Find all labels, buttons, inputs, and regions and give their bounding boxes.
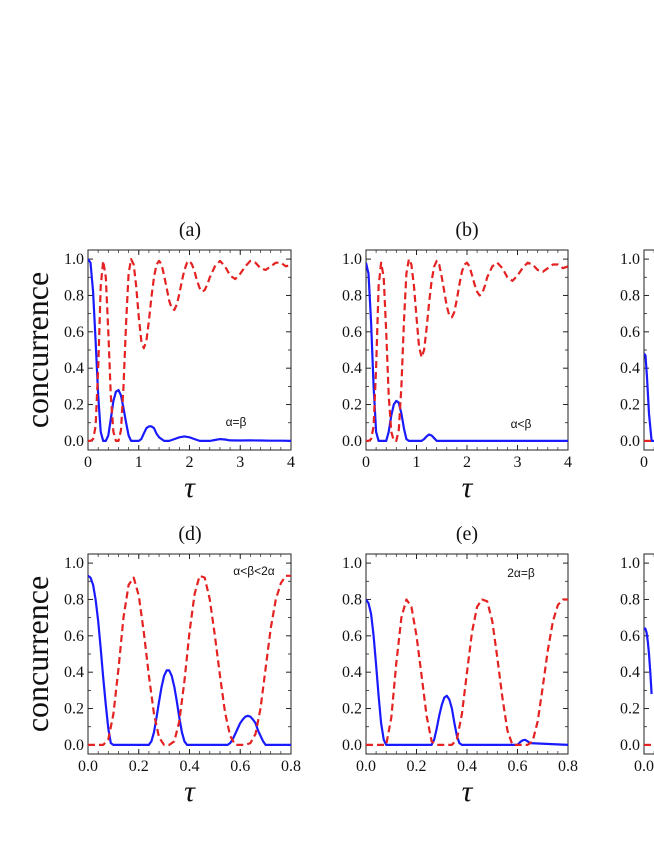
y-tick-label: 0.8 xyxy=(620,591,640,608)
y-tick-label: 0.4 xyxy=(64,664,84,681)
x-tick-label: 0.4 xyxy=(457,758,477,775)
series-line-solid xyxy=(88,574,291,747)
series-line-solid xyxy=(644,627,653,695)
series-line-solid xyxy=(644,352,654,442)
x-axis-label: τ xyxy=(462,775,474,808)
x-tick-label: 0.2 xyxy=(407,758,427,775)
y-tick-label: 0.8 xyxy=(342,287,362,304)
y-tick-label: 0.6 xyxy=(64,324,84,341)
x-tick-label: 0.0 xyxy=(78,758,98,775)
y-tick-label: 1.0 xyxy=(342,251,362,268)
panel-annotation: α<β<2α xyxy=(233,564,275,578)
y-tick-label: 0.2 xyxy=(620,397,640,414)
chart-panel-0: 0.0 0.2 0.4 0.6 0.8 1.0 0 1 2 3 4 (a) α=β τ concurrenc… xyxy=(19,219,295,504)
y-tick-label: 0.6 xyxy=(64,628,84,645)
y-axis-label: concurrence xyxy=(19,576,55,732)
y-tick-label: 0.8 xyxy=(620,287,640,304)
y-axis-label: concurrence xyxy=(19,272,55,428)
plot-frame xyxy=(365,249,569,451)
y-tick-label: 0.0 xyxy=(64,737,84,754)
panel-annotation: α<β xyxy=(511,417,532,431)
x-tick-label: 1 xyxy=(413,454,421,471)
y-tick-label: 0.6 xyxy=(620,628,640,645)
y-tick-label: 0.0 xyxy=(342,433,362,450)
series-line-dashed xyxy=(366,598,568,747)
y-tick-label: 0.8 xyxy=(342,591,362,608)
series-line-dashed xyxy=(366,258,568,442)
y-tick-label: 0.0 xyxy=(620,737,640,754)
chart-panel-2: 0.0 0.2 0.4 0.6 0.8 1.0 0 xyxy=(620,249,654,471)
series-line-solid xyxy=(88,258,291,442)
y-tick-label: 0.2 xyxy=(64,701,84,718)
y-tick-label: 1.0 xyxy=(64,251,84,268)
x-tick-label: 0 xyxy=(362,454,370,471)
y-tick-label: 1.0 xyxy=(620,251,640,268)
y-tick-label: 0.2 xyxy=(64,397,84,414)
chart-panel-5: 0.0 0.2 0.4 0.6 0.8 1.0 0.0 xyxy=(620,553,654,775)
x-tick-label: 0 xyxy=(640,454,648,471)
panel-title: (d) xyxy=(178,523,201,545)
x-tick-label: 0.0 xyxy=(356,758,376,775)
x-tick-label: 3 xyxy=(514,454,522,471)
y-tick-label: 0.2 xyxy=(342,701,362,718)
x-tick-label: 2 xyxy=(463,454,471,471)
y-tick-label: 1.0 xyxy=(342,555,362,572)
y-tick-label: 0.6 xyxy=(620,324,640,341)
panel-annotation: α=β xyxy=(226,415,247,429)
x-tick-label: 4 xyxy=(564,454,572,471)
y-tick-label: 0.0 xyxy=(342,737,362,754)
x-tick-label: 0.6 xyxy=(230,758,250,775)
y-tick-label: 0.2 xyxy=(342,397,362,414)
plot-frame xyxy=(87,249,292,451)
x-tick-label: 0.0 xyxy=(634,758,654,775)
x-tick-label: 2 xyxy=(186,454,194,471)
x-axis-label: τ xyxy=(184,471,196,504)
y-tick-label: 0.8 xyxy=(64,287,84,304)
series-line-solid xyxy=(366,262,568,442)
x-tick-label: 3 xyxy=(236,454,244,471)
y-tick-label: 0.4 xyxy=(342,360,362,377)
y-tick-label: 0.0 xyxy=(64,433,84,450)
series-line-dashed xyxy=(88,574,291,747)
y-tick-label: 0.6 xyxy=(342,628,362,645)
x-tick-label: 0.6 xyxy=(508,758,528,775)
panel-title: (b) xyxy=(455,219,478,241)
panel-title: (e) xyxy=(456,523,478,545)
series-line-dashed xyxy=(88,258,291,442)
x-axis-label: τ xyxy=(462,471,474,504)
y-tick-label: 0.8 xyxy=(64,591,84,608)
y-tick-label: 0.4 xyxy=(342,664,362,681)
y-tick-label: 0.0 xyxy=(620,433,640,450)
x-tick-label: 0.8 xyxy=(558,758,578,775)
panel-annotation: 2α=β xyxy=(507,566,535,580)
panel-title: (a) xyxy=(179,219,201,241)
x-axis-label: τ xyxy=(184,775,196,808)
y-tick-label: 0.6 xyxy=(342,324,362,341)
series-line-solid xyxy=(366,598,568,747)
x-tick-label: 0 xyxy=(84,454,92,471)
chart-panel-4: 0.0 0.2 0.4 0.6 0.8 1.0 0.0 0.2 0.4 0.6 0.8 (e) 2α=β… xyxy=(342,523,578,808)
x-tick-label: 0.2 xyxy=(129,758,149,775)
x-tick-label: 4 xyxy=(287,454,295,471)
y-tick-label: 1.0 xyxy=(620,555,640,572)
x-tick-label: 0.4 xyxy=(180,758,200,775)
y-tick-label: 0.4 xyxy=(620,360,640,377)
x-tick-label: 0.8 xyxy=(281,758,301,775)
y-tick-label: 0.4 xyxy=(64,360,84,377)
y-tick-label: 0.2 xyxy=(620,701,640,718)
y-tick-label: 1.0 xyxy=(64,555,84,572)
plot-frame xyxy=(87,553,292,755)
chart-panel-3: 0.0 0.2 0.4 0.6 0.8 1.0 0.0 0.2 0.4 0.6 0.8 (d) α<β<… xyxy=(19,523,301,808)
x-tick-label: 1 xyxy=(135,454,143,471)
y-tick-label: 0.4 xyxy=(620,664,640,681)
chart-panel-1: 0.0 0.2 0.4 0.6 0.8 1.0 0 1 2 3 4 (b) α<β τ xyxy=(342,219,572,504)
